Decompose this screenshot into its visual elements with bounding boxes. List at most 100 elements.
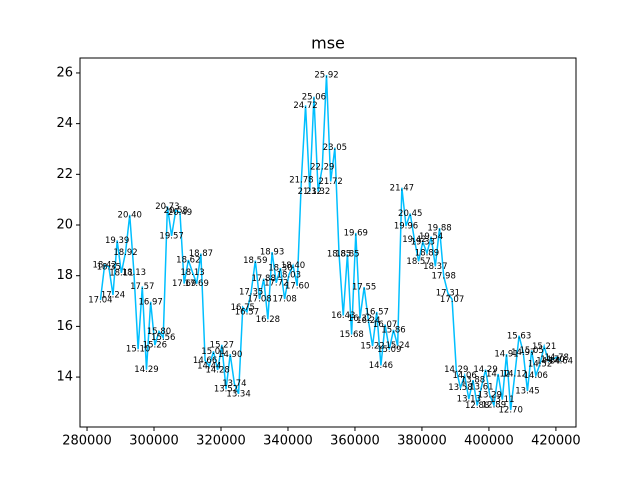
x-tick-label: 280000 — [62, 434, 112, 449]
data-label: 16.57 — [365, 307, 389, 317]
data-label: 14.06 — [524, 371, 548, 381]
data-label: 18.85 — [327, 250, 351, 260]
data-label: 13.88 — [461, 376, 485, 386]
data-label: 17.88 — [252, 274, 276, 284]
chart-title: mse — [311, 34, 345, 53]
data-label: 17.07 — [440, 295, 464, 305]
data-label: 16.57 — [235, 307, 259, 317]
data-label: 15.26 — [143, 341, 167, 351]
data-label: 21.78 — [289, 175, 313, 185]
y-tick-label: 18 — [56, 268, 73, 283]
data-label: 14.91 — [494, 350, 518, 360]
data-label: 14.44 — [197, 361, 221, 371]
data-label: 18.03 — [277, 270, 301, 280]
data-label: 17.69 — [172, 279, 196, 289]
data-label: 13.61 — [469, 382, 493, 392]
data-label: 15.10 — [126, 345, 150, 355]
data-label: 14.78 — [545, 353, 569, 363]
y-tick-label: 16 — [56, 319, 73, 334]
data-label: 14.46 — [369, 361, 393, 371]
data-label: 17.24 — [101, 290, 125, 300]
data-label: 13.74 — [222, 379, 246, 389]
data-label: 18.13 — [180, 268, 204, 278]
data-label: 21.72 — [319, 177, 343, 187]
data-label: 19.33 — [411, 237, 435, 247]
data-label: 16.28 — [256, 315, 280, 325]
data-label: 13.29 — [478, 391, 502, 401]
x-tick-label: 320000 — [196, 434, 246, 449]
data-label: 17.69 — [185, 279, 209, 289]
data-label: 12.70 — [499, 406, 523, 416]
data-label: 14.29 — [444, 365, 468, 375]
data-label: 16.07 — [373, 320, 397, 330]
data-label: 21.32 — [298, 187, 322, 197]
data-label: 14.52 — [528, 359, 552, 369]
data-label: 18.89 — [415, 249, 439, 259]
data-label: 20.45 — [398, 209, 422, 219]
data-label: 18.13 — [122, 268, 146, 278]
data-label: 17.60 — [285, 281, 309, 291]
data-label: 19.88 — [427, 224, 451, 234]
data-label: 15.86 — [381, 325, 405, 335]
y-tick-label: 24 — [56, 116, 73, 131]
data-label: 17.98 — [432, 272, 456, 282]
data-label: 16.24 — [356, 316, 380, 326]
data-label: 19.42 — [402, 235, 426, 245]
x-tick-label: 400000 — [464, 434, 514, 449]
data-label: 21.32 — [306, 187, 330, 197]
data-label: 25.06 — [302, 92, 326, 102]
data-label: 20.49 — [168, 208, 192, 218]
data-label: 20.58 — [164, 206, 188, 216]
data-label: 17.55 — [352, 283, 376, 293]
data-label: 18.42 — [92, 261, 116, 271]
data-label: 18.62 — [176, 255, 200, 265]
data-label: 18.11 — [109, 268, 133, 278]
data-label: 14.70 — [540, 355, 564, 365]
y-tick-label: 26 — [56, 65, 73, 80]
x-tick-label: 380000 — [397, 434, 447, 449]
data-label: 16.75 — [231, 303, 255, 313]
data-label: 14.29 — [473, 365, 497, 375]
data-label: 14.12 — [486, 370, 510, 380]
data-label: 15.80 — [147, 327, 171, 337]
data-label: 20.40 — [118, 210, 142, 220]
data-label: 24.72 — [293, 101, 317, 111]
data-label: 19.54 — [419, 232, 443, 242]
data-label: 18.35 — [97, 262, 121, 272]
data-label: 15.68 — [339, 330, 363, 340]
y-tick-label: 22 — [56, 167, 73, 182]
plot-frame — [79, 57, 577, 428]
data-label: 19.69 — [344, 228, 368, 238]
data-label: 15.01 — [201, 347, 225, 357]
x-tick-label: 340000 — [263, 434, 313, 449]
data-label: 19.96 — [394, 222, 418, 232]
data-label: 17.35 — [239, 288, 263, 298]
data-label: 18.85 — [335, 250, 359, 260]
data-label: 14.29 — [134, 365, 158, 375]
data-label: 22.29 — [310, 162, 334, 172]
data-label: 17.08 — [272, 295, 296, 305]
data-label: 14.28 — [205, 365, 229, 375]
data-label: 16.43 — [331, 311, 355, 321]
data-label: 18.57 — [406, 257, 430, 267]
data-label: 14.97 — [511, 348, 535, 358]
y-tick-label: 20 — [56, 218, 73, 233]
data-label: 20.73 — [155, 202, 179, 212]
data-label: 18.40 — [281, 261, 305, 271]
data-label: 14.06 — [452, 371, 476, 381]
data-label: 13.45 — [515, 387, 539, 397]
data-label: 13.52 — [214, 385, 238, 395]
data-label: 18.87 — [189, 249, 213, 259]
data-label: 13.34 — [226, 389, 250, 399]
data-label: 12.89 — [482, 401, 506, 411]
data-label: 18.30 — [268, 264, 292, 274]
data-label: 18.93 — [260, 248, 284, 258]
data-label: 17.72 — [264, 278, 288, 288]
data-label: 18.92 — [113, 248, 137, 258]
data-label: 17.08 — [247, 295, 271, 305]
data-label: 19.39 — [105, 236, 129, 246]
data-label: 17.57 — [130, 282, 154, 292]
data-label: 12.88 — [465, 401, 489, 411]
